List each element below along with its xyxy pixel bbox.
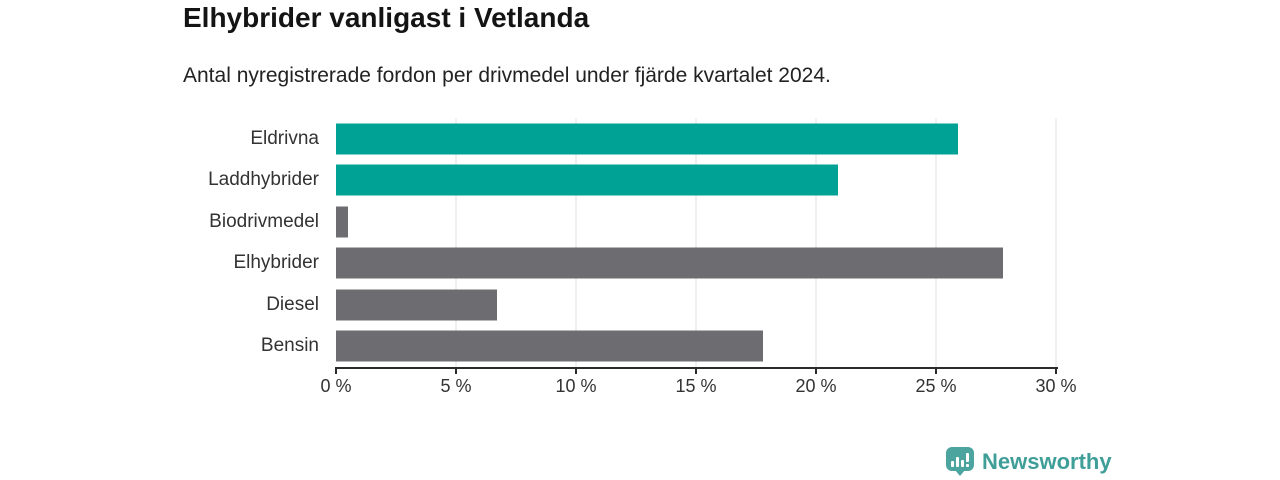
chart-subtitle: Antal nyregistrerade fordon per drivmede… [183,64,831,87]
x-axis-line [336,367,1058,369]
category-label-diesel: Diesel [266,293,319,315]
bar-rows: Eldrivna Laddhybrider Biodrivmedel Elhybrid… [208,118,1056,368]
category-label-laddhybrider: Laddhybrider [208,169,319,191]
bar-row: Bensin [261,326,1056,368]
logo-exclamation-bar [966,453,969,462]
bar-row: Elhybrider [233,243,1056,285]
x-tick-mark [815,367,817,374]
x-tick-label: 20 % [795,376,837,396]
x-tick-label: 10 % [555,376,597,396]
gridline [935,118,937,367]
x-axis: 0 % 5 % 10 % 15 % 20 % 25 % 30 % [320,367,1077,407]
logo-bubble-shape [946,447,974,471]
gridline [815,118,817,367]
logo-bubble-tail [955,470,965,476]
bar-laddhybrider [336,164,838,196]
plot-area: Eldrivna Laddhybrider Biodrivmedel Elhybrid… [208,118,1077,396]
x-tick-label: 30 % [1035,376,1077,396]
x-tick-mark [1055,367,1057,374]
x-tick-label: 5 % [440,376,472,396]
bar-row: Biodrivmedel [209,201,1056,243]
category-label-eldrivna: Eldrivna [250,127,319,149]
newsworthy-logo: Newsworthy [946,447,1112,477]
x-tick-label: 25 % [915,376,957,396]
chart-title: Elhybrider vanligast i Vetlanda [183,2,590,33]
bar-biodrivmedel [336,206,348,238]
category-label-elhybrider: Elhybrider [233,252,319,274]
bar-eldrivna [336,123,958,155]
gridline [1055,118,1057,367]
logo-exclamation-dot [966,464,969,467]
bar-row: Eldrivna [250,118,1056,160]
bar-row: Diesel [266,284,1056,326]
x-tick-mark [335,367,337,374]
x-tick-label: 15 % [675,376,717,396]
x-tick-mark [575,367,577,374]
category-label-bensin: Bensin [260,335,319,357]
x-tick-mark [935,367,937,374]
logo-bar-tall [956,457,959,467]
newsworthy-chart-bubble-icon [946,447,974,477]
logo-bar-medium [961,460,964,467]
bar-diesel [336,289,497,321]
x-tick-mark [455,367,457,374]
x-tick-mark [695,367,697,374]
bar-elhybrider [336,247,1004,279]
bar-bensin [336,330,764,362]
bar-row: Laddhybrider [208,160,1056,202]
gridline [455,118,457,367]
category-label-biodrivmedel: Biodrivmedel [209,210,319,232]
gridline [575,118,577,367]
newsworthy-wordmark: Newsworthy [982,449,1112,474]
logo-bar-small [951,461,954,467]
gridline [695,118,697,367]
x-tick-label: 0 % [320,376,352,396]
